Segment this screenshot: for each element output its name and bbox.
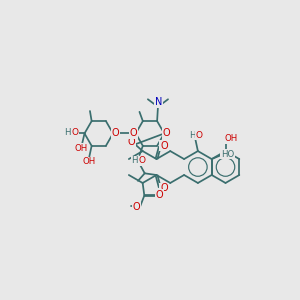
Text: O: O [72,128,79,137]
Text: OH: OH [82,157,96,166]
Text: H: H [189,130,195,140]
Text: O: O [128,137,136,147]
Text: O: O [163,128,171,139]
Text: O: O [139,156,146,165]
Text: H: H [131,156,138,165]
Text: O: O [160,141,168,151]
Text: O: O [112,128,119,139]
Text: O: O [156,190,163,200]
Text: HO: HO [221,149,234,158]
Text: N: N [155,97,163,107]
Text: O: O [160,183,168,194]
Text: H: H [64,128,71,137]
Text: O: O [133,202,141,212]
Text: O: O [129,128,137,139]
Text: OH: OH [74,144,88,153]
Text: OH: OH [225,134,238,143]
Text: O: O [195,130,202,140]
